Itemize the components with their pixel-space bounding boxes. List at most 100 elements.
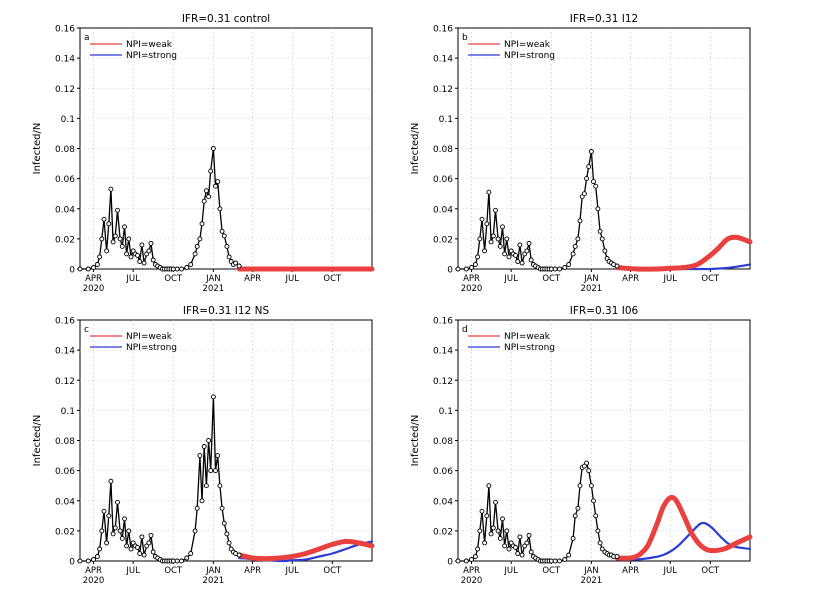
observed-point [199,498,205,504]
x-tick-label: JAN [583,274,599,284]
y-tick-label: 0.16 [433,25,453,35]
chart-title: IFR=0.31 I12 [570,13,638,25]
observed-point [570,535,576,541]
observed-point [469,557,474,562]
observed-point [104,248,110,254]
observed-point [126,236,132,242]
observed-point [128,546,134,552]
observed-point [566,262,572,267]
y-tick-label: 0 [447,266,453,276]
x-tick-label: APR [85,566,102,576]
observed-point [517,534,523,540]
y-tick-label: 0.14 [55,347,75,357]
x-tick-label: OCT [323,274,342,284]
x-tick-label: OCT [542,566,561,576]
observed-point [490,525,496,531]
panel-label: a [84,33,90,43]
observed-point [170,266,176,272]
y-tick-label: 0.16 [55,25,75,35]
observed-point [194,243,200,249]
y-tick-label: 0.12 [55,377,75,387]
observed-point [548,266,554,272]
observed-point [77,266,83,272]
x-tick-label: JUL [125,274,140,284]
observed-point [599,546,605,552]
y-tick-label: 0.08 [433,437,453,447]
panel-label: b [462,33,468,43]
y-tick-label: 0.08 [55,437,75,447]
x-tick-label: APR [622,566,639,576]
observed-point [184,555,190,561]
observed-point [519,260,525,266]
observed-point [595,206,601,212]
observed-point [192,528,198,534]
observed-point [513,544,518,550]
observed-point [122,516,127,522]
observed-point [552,266,558,272]
observed-point [526,532,532,538]
observed-point [463,266,469,272]
observed-point [482,540,488,546]
observed-point [174,558,180,564]
observed-point [602,248,608,254]
y-tick-label: 0.06 [55,467,75,477]
observed-point [117,528,123,534]
observed-point [599,236,605,242]
observed-point [97,254,103,260]
x-tick-label: JAN [205,566,221,576]
observed-point [221,233,227,239]
x-year-label: 2021 [203,284,225,294]
observed-point [217,206,223,212]
observed-point [219,228,225,234]
observed-point [91,557,96,562]
observed-point [208,168,214,174]
observed-point [495,528,501,534]
observed-point [577,483,583,489]
observed-point [562,557,568,562]
x-tick-label: JUL [285,274,300,284]
x-tick-label: JAN [583,566,599,576]
observed-point [584,460,590,466]
observed-point [208,468,214,474]
series-line [238,540,374,563]
x-tick-label: JUL [503,274,518,284]
observed-point [106,221,112,227]
observed-point [236,552,242,558]
observed-point [179,558,184,564]
observed-point [221,520,227,526]
observed-point [500,516,505,522]
y-tick-label: 0 [69,266,75,276]
observed-point [479,216,485,222]
x-tick-label: JUL [285,566,300,576]
y-tick-label: 0.14 [433,55,453,65]
observed-point [201,198,207,204]
observed-point [179,266,184,272]
observed-point [122,224,127,230]
x-tick-label: APR [463,274,480,284]
observed-point [488,239,494,245]
observed-point [184,265,190,270]
observed-point [197,453,203,459]
y-tick-label: 0 [69,558,75,568]
observed-point [486,483,492,489]
observed-point [488,531,494,537]
observed-point [504,236,510,242]
observed-point [614,554,620,559]
y-tick-label: 0.02 [433,527,453,537]
observed-point [528,257,534,263]
observed-point [513,252,518,258]
observed-point [141,552,147,558]
observed-point [614,263,620,269]
observed-point [455,558,461,564]
observed-point [497,243,503,249]
observed-point [126,528,132,534]
observed-point [137,259,143,264]
observed-point [548,558,554,564]
y-tick-label: 0.04 [433,205,453,215]
observed-point [552,558,558,564]
x-tick-label: OCT [701,566,720,576]
x-year-label: 2021 [203,576,225,586]
observed-point [115,499,120,505]
observed-point [526,240,532,246]
y-tick-label: 0.02 [433,235,453,245]
